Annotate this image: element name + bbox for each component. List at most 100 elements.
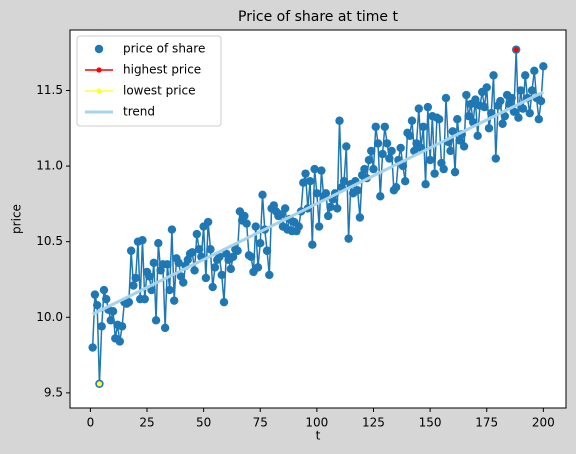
- y-tick-label: 10.5: [36, 234, 63, 248]
- x-tick-label: 50: [196, 416, 211, 430]
- data-point: [99, 285, 109, 295]
- data-point: [294, 222, 303, 231]
- data-point: [151, 316, 161, 325]
- y-tick-label: 11.5: [36, 83, 63, 97]
- legend-label: highest price: [123, 63, 201, 77]
- data-point: [489, 71, 498, 80]
- data-point: [203, 217, 213, 227]
- x-tick-label: 200: [532, 416, 555, 430]
- data-point: [217, 270, 226, 280]
- x-tick-label: 100: [305, 416, 328, 430]
- data-point: [462, 90, 471, 100]
- data-point: [398, 161, 408, 171]
- data-point: [439, 164, 448, 174]
- data-point: [527, 86, 537, 95]
- data-point: [280, 204, 290, 213]
- data-point: [530, 66, 539, 76]
- data-point: [206, 245, 215, 254]
- y-tick-label: 11.0: [36, 159, 63, 173]
- data-point: [378, 149, 387, 159]
- data-point: [115, 337, 125, 346]
- data-point: [179, 278, 188, 287]
- data-point: [342, 142, 351, 151]
- data-point: [299, 178, 308, 187]
- data-point: [310, 164, 319, 174]
- data-point: [400, 177, 410, 186]
- data-point: [335, 116, 344, 125]
- data-point: [210, 263, 220, 272]
- data-point: [453, 115, 462, 124]
- series-line: [91, 90, 545, 316]
- data-point: [102, 294, 111, 304]
- data-point: [369, 164, 378, 174]
- legend-label: lowest price: [123, 84, 196, 98]
- data-point: [448, 127, 457, 136]
- data-point: [473, 131, 482, 141]
- data-point: [88, 343, 97, 352]
- data-point: [233, 246, 242, 255]
- data-point: [258, 190, 267, 200]
- data-point: [373, 139, 383, 148]
- data-point: [140, 294, 149, 304]
- data-point: [391, 183, 401, 192]
- data-point: [509, 107, 519, 116]
- data-point: [242, 219, 251, 228]
- data-point: [425, 155, 435, 165]
- legend-swatch: [94, 44, 104, 54]
- data-point: [253, 263, 263, 272]
- data-point: [396, 143, 405, 153]
- data-point: [514, 113, 523, 122]
- data-point: [507, 93, 516, 103]
- data-point: [344, 234, 353, 243]
- x-axis-label: t: [316, 429, 321, 443]
- data-point: [256, 238, 265, 248]
- data-point: [106, 316, 115, 325]
- data-point: [190, 266, 199, 275]
- data-point: [108, 307, 118, 316]
- data-point: [246, 252, 256, 261]
- data-point: [149, 258, 158, 268]
- data-point: [407, 116, 417, 125]
- data-point: [160, 323, 170, 333]
- x-tick-label: 75: [253, 416, 268, 430]
- data-point: [421, 180, 430, 189]
- data-point: [471, 95, 480, 104]
- data-point: [126, 246, 136, 255]
- legend-swatch: [96, 67, 102, 73]
- data-point: [430, 169, 439, 178]
- data-point: [423, 102, 433, 112]
- data-point: [147, 285, 156, 295]
- data-point: [326, 202, 335, 212]
- data-point: [441, 93, 451, 103]
- data-point: [385, 154, 394, 163]
- data-point: [129, 281, 138, 290]
- data-point: [414, 104, 423, 113]
- y-tick-label: 9.5: [44, 385, 63, 399]
- data-point: [480, 102, 489, 112]
- data-point: [482, 83, 491, 92]
- data-point: [194, 245, 204, 254]
- extreme-point: [513, 47, 519, 53]
- data-point: [145, 272, 154, 281]
- data-point: [188, 248, 197, 257]
- legend-box: [76, 35, 222, 127]
- data-point: [208, 282, 217, 292]
- data-point: [301, 169, 310, 178]
- data-point: [169, 296, 179, 305]
- data-point: [382, 139, 392, 148]
- x-tick-label: 0: [87, 416, 95, 430]
- data-point: [201, 273, 211, 283]
- data-point: [226, 264, 236, 274]
- data-point: [90, 290, 100, 299]
- data-point: [367, 146, 376, 156]
- data-point: [154, 238, 163, 248]
- data-point: [138, 235, 147, 245]
- data-point: [240, 211, 249, 221]
- chart-title: Price of share at time t: [238, 9, 398, 25]
- legend-label: trend: [123, 105, 155, 119]
- data-point: [539, 62, 548, 71]
- data-point: [165, 285, 174, 295]
- x-tick-label: 25: [139, 416, 154, 430]
- data-point: [434, 115, 444, 124]
